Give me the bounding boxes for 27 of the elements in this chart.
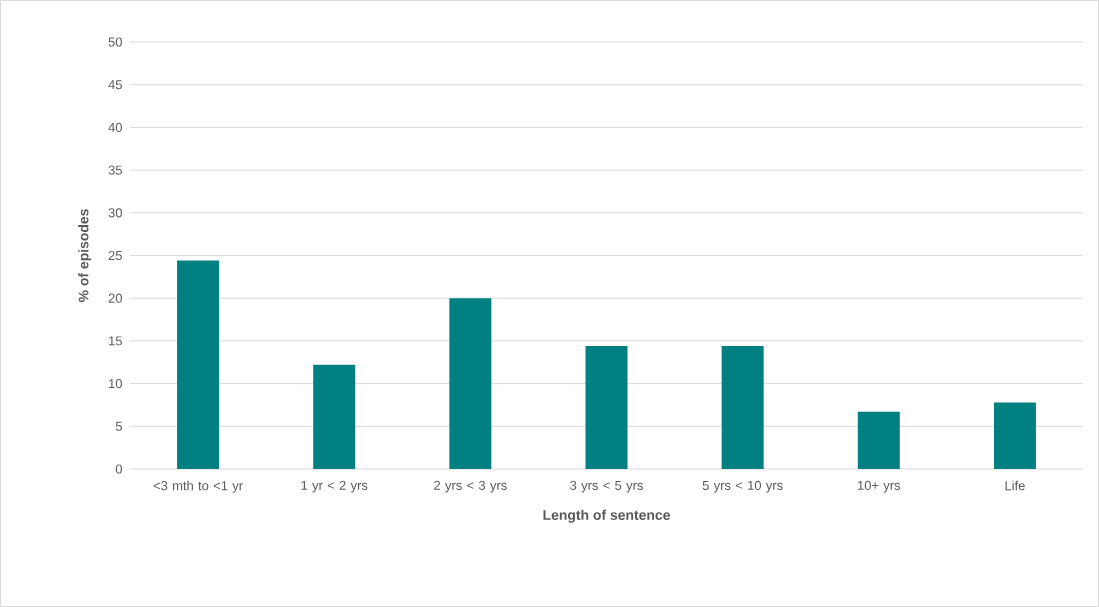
bar [449, 298, 492, 469]
x-tick-label: <3 mth to <1 yr [153, 480, 243, 493]
x-axis-title: Length of sentence [543, 509, 670, 523]
x-tick-label: Life [1005, 480, 1025, 491]
y-tick-label: 45 [108, 80, 122, 90]
bar [177, 260, 220, 469]
y-tick-label: 50 [108, 37, 122, 47]
x-tick-label: 10+ yrs [858, 480, 901, 493]
y-tick-label: 25 [108, 250, 122, 261]
x-tick-label: 1 yr < 2 yrs [301, 480, 368, 493]
bar [313, 364, 356, 469]
y-tick-label: 5 [115, 421, 122, 431]
x-tick-label: 3 yrs < 5 yrs [570, 480, 643, 493]
y-tick-label: 30 [108, 208, 122, 218]
bar [585, 346, 628, 469]
y-tick-label: 15 [109, 336, 122, 346]
bar [993, 402, 1036, 469]
bar [721, 346, 764, 469]
y-tick-label: 10 [109, 379, 122, 389]
y-tick-label: 20 [108, 293, 122, 303]
y-tick-label: 35 [108, 165, 122, 175]
x-tick-label: 5 yrs < 10 yrs [702, 480, 783, 493]
y-tick-label: 40 [108, 122, 122, 132]
y-axis-title: % of episodes [78, 209, 92, 303]
x-tick-label: 2 yrs < 3 yrs [434, 480, 507, 493]
bar [857, 411, 900, 469]
y-tick-label: 0 [115, 464, 122, 474]
